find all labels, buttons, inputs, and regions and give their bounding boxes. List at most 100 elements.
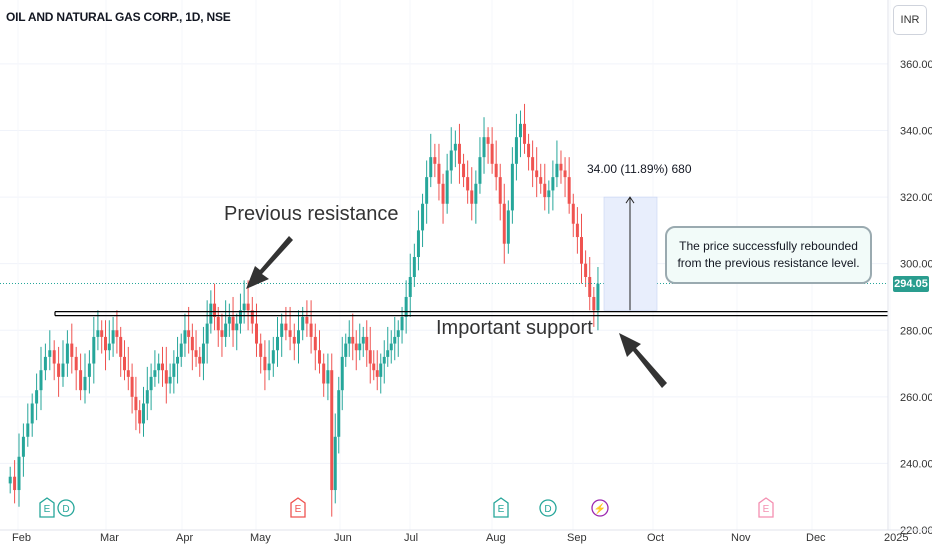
last-price-tag: 294.05: [893, 276, 929, 292]
arrow-to-resistance: [246, 236, 293, 289]
candle-body: [523, 123, 527, 144]
candle-body: [527, 143, 531, 158]
candle-body: [111, 330, 115, 344]
candle-body: [52, 350, 56, 364]
candle-body: [596, 283, 600, 311]
earnings-icon: [758, 497, 774, 518]
candle-body: [138, 410, 142, 424]
candle-body: [61, 363, 65, 377]
x-tick-label: Sep: [567, 532, 587, 544]
candle-body: [157, 363, 161, 371]
candle-body: [43, 356, 47, 371]
candle-body: [354, 343, 358, 351]
candle-body: [8, 476, 12, 484]
candle-body: [539, 177, 543, 184]
symbol-title: OIL AND NATURAL GAS CORP., 1D, NSE: [6, 10, 231, 24]
candle-body: [449, 150, 453, 171]
candle-body: [368, 350, 372, 364]
candle-body: [92, 336, 96, 364]
candle-body: [26, 423, 30, 437]
candle-body: [87, 363, 91, 377]
candle-body: [246, 303, 250, 311]
y-tick-label: 320.00: [900, 192, 932, 204]
candle-body: [21, 436, 25, 457]
callout-line-2: from the previous resistance level.: [677, 256, 860, 270]
callout-line-1: The price successfully rebounded: [679, 239, 858, 253]
candle-body: [563, 170, 567, 178]
candle-body: [408, 276, 412, 297]
candle-body: [347, 336, 351, 344]
candle-body: [271, 350, 275, 364]
candle-body: [313, 336, 317, 351]
candle-body: [322, 363, 326, 384]
candle-body: [301, 316, 305, 331]
candle-body: [361, 336, 365, 344]
candle-body: [358, 343, 362, 351]
candle-body: [227, 316, 231, 324]
candle-body: [386, 350, 390, 357]
x-tick-label: Jul: [404, 532, 418, 544]
candle-body: [514, 137, 518, 164]
callout-note[interactable]: The price successfully rebounded from th…: [665, 226, 872, 284]
x-tick-label: 2025: [884, 532, 908, 544]
candle-body: [592, 296, 596, 311]
candle-body: [297, 330, 300, 344]
candle-body: [482, 137, 486, 158]
arrow-to-support: [619, 333, 667, 388]
candle-body: [498, 177, 502, 204]
candle-body: [351, 336, 355, 344]
measure-label: 34.00 (11.89%) 680: [587, 162, 692, 176]
candle-body: [119, 336, 123, 357]
candle-body: [142, 403, 145, 424]
earnings-icon: [39, 497, 55, 518]
candle-body: [100, 330, 104, 337]
candle-body: [292, 336, 296, 344]
candle-body: [17, 456, 21, 491]
candle-body: [172, 363, 176, 377]
candle-body: [176, 356, 180, 364]
candle-body: [404, 296, 408, 317]
candle-body: [441, 183, 445, 204]
candle-body: [425, 177, 429, 204]
candle-body: [393, 336, 397, 344]
candle-body: [235, 323, 239, 331]
candle-body: [518, 123, 522, 138]
candle-body: [551, 177, 555, 191]
candle-body: [318, 350, 321, 364]
candle-body: [161, 363, 164, 371]
candle-body: [466, 177, 470, 191]
candle-body: [187, 330, 191, 337]
event-symbol: E: [44, 504, 51, 515]
currency-button[interactable]: INR: [893, 5, 927, 35]
candle-body: [344, 343, 348, 357]
candle-body: [220, 330, 224, 337]
candle-body: [39, 370, 43, 391]
x-tick-label: Aug: [486, 532, 506, 544]
y-tick-label: 260.00: [900, 392, 932, 404]
candle-body: [263, 356, 267, 371]
candle-body: [462, 163, 466, 178]
candle-body: [389, 343, 393, 351]
candle-body: [250, 310, 254, 324]
candle-body: [179, 343, 183, 357]
candle-body: [437, 163, 441, 184]
x-tick-label: May: [250, 532, 271, 544]
candles: [8, 103, 600, 517]
candle-body: [115, 330, 119, 337]
candle-body: [126, 370, 130, 377]
candle-body: [372, 363, 376, 371]
candle-body: [149, 376, 153, 391]
candle-body: [288, 330, 292, 337]
event-symbol: E: [498, 504, 505, 515]
candle-body: [107, 343, 111, 351]
candle-body: [543, 183, 547, 198]
event-symbol: D: [544, 504, 551, 515]
candle-body: [457, 143, 461, 164]
candle-body: [96, 330, 100, 337]
candle-body: [382, 356, 386, 364]
candle-body: [490, 143, 494, 164]
candle-body: [83, 376, 87, 391]
candle-body: [57, 363, 61, 377]
